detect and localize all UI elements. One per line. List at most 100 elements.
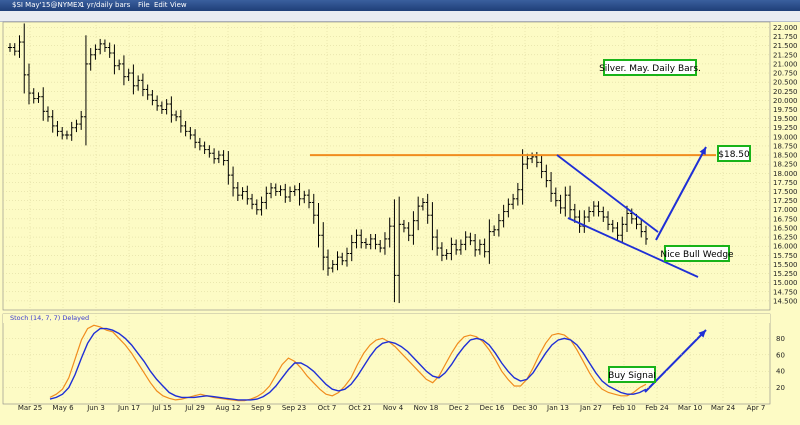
ohlc-bar (596, 201, 601, 217)
ohlc-bar (45, 106, 50, 122)
price-tick-label: 17.000 (773, 206, 798, 214)
x-tick-label: Sep 23 (282, 404, 306, 412)
x-tick-label: Oct 7 (318, 404, 337, 412)
label-box (717, 145, 751, 162)
x-tick-label: May 6 (52, 404, 74, 412)
ohlc-bar (363, 238, 368, 249)
ohlc-bar (12, 43, 17, 56)
ohlc-bar (269, 182, 274, 199)
x-tick-label: Oct 21 (348, 404, 371, 412)
ohlc-bar (307, 189, 312, 209)
menu-file[interactable]: File (138, 1, 150, 9)
stoch-tick-label: 20 (776, 384, 785, 392)
ohlc-bar (136, 75, 141, 91)
ohlc-bar (254, 199, 259, 215)
ohlc-bar (264, 186, 269, 210)
price-tick-label: 18.750 (773, 142, 798, 150)
ohlc-bar (511, 193, 516, 210)
x-tick-label: Dec 30 (513, 404, 538, 412)
ohlc-bar (292, 185, 297, 196)
ohlc-bar (473, 233, 478, 257)
ohlc-bar (126, 68, 131, 82)
ohlc-bar (297, 182, 302, 206)
ohlc-bar (430, 202, 435, 251)
ohlc-bar (577, 210, 582, 233)
ohlc-bar (226, 151, 231, 185)
ohlc-bar (159, 101, 164, 114)
ohlc-bar (202, 141, 207, 154)
ohlc-bar (439, 242, 444, 262)
ohlc-bar (121, 55, 126, 86)
ohlc-bar (326, 249, 330, 276)
x-tick-label: Nov 4 (383, 404, 404, 412)
ohlc-bar (482, 238, 487, 258)
ohlc-bar (382, 232, 387, 255)
ohlc-bar (406, 222, 411, 242)
x-tick-label: Dec 2 (449, 404, 469, 412)
stoch-panel (2, 313, 771, 405)
price-panel (2, 21, 771, 311)
arrow-shaft (655, 146, 707, 241)
ohlc-bar (553, 187, 558, 207)
ohlc-bar (64, 130, 69, 140)
ohlc-bar (93, 44, 98, 60)
ohlc-bar (572, 203, 577, 223)
price-tick-label: 16.750 (773, 215, 798, 223)
ohlc-bar (193, 129, 198, 149)
ohlc-bar (411, 211, 416, 245)
ohlc-bar (444, 249, 449, 260)
price-target-box: $18.50 (717, 145, 751, 162)
label-text: Buy Signal (608, 371, 656, 381)
ohlc-bar (387, 217, 392, 248)
ohlc-bar (487, 219, 492, 264)
ohlc-bar (606, 211, 611, 231)
x-tick-label: Mar 10 (678, 404, 702, 412)
ohlc-bar (197, 137, 202, 151)
menu-view[interactable]: View (170, 1, 187, 9)
price-tick-label: 14.750 (773, 288, 798, 296)
symbol-label[interactable]: $SI May'15@NYMEX (12, 1, 83, 9)
x-tick-label: Jul 29 (184, 404, 205, 412)
price-tick-label: 15.500 (773, 261, 798, 269)
buy-signal-box: Buy Signal (608, 366, 656, 383)
price-tick-label: 17.250 (773, 197, 798, 205)
stoch-header (3, 314, 770, 323)
x-tick-label: Feb 24 (645, 404, 669, 412)
stoch-tick-label: 80 (776, 335, 785, 343)
ohlc-bar (131, 64, 136, 95)
ohlc-bar (235, 182, 240, 201)
ohlc-bar (449, 237, 454, 261)
ohlc-bar (178, 110, 183, 133)
label-text: Silver. May. Daily Bars. (599, 64, 701, 74)
ohlc-bar (420, 198, 425, 211)
ohlc-bar (401, 219, 406, 233)
ohlc-bar (240, 187, 245, 200)
ohlc-bar (278, 185, 283, 196)
ohlc-bar (515, 182, 520, 206)
toolbar (0, 11, 800, 22)
ohlc-bar (273, 183, 278, 196)
ohlc-bar (335, 251, 340, 271)
ohlc-bar (344, 247, 349, 267)
ohlc-bar (145, 84, 150, 100)
ohlc-bar (587, 206, 592, 222)
ohlc-bar (492, 225, 497, 236)
ohlc-bar (610, 219, 615, 233)
ohlc-bar (435, 229, 440, 256)
price-tick-label: 21.000 (773, 60, 798, 68)
ohlc-bar (354, 229, 359, 249)
ohlc-bar (506, 198, 511, 218)
ohlc-bar (392, 199, 397, 303)
ohlc-bar (221, 150, 226, 166)
price-tick-label: 19.250 (773, 124, 798, 132)
ohlc-bar (283, 183, 288, 203)
ohlc-bar (69, 121, 74, 141)
chart-title-box: Silver. May. Daily Bars. (599, 59, 701, 76)
menu-edit[interactable]: Edit (154, 1, 168, 9)
period-label[interactable]: 1 yr/daily bars (80, 1, 131, 9)
price-tick-label: 18.000 (773, 170, 798, 178)
stoch-title: Stoch (14, 7, 7) Delayed (10, 314, 89, 322)
price-tick-label: 16.250 (773, 234, 798, 242)
x-tick-label: Feb 10 (612, 404, 636, 412)
ohlc-bar (520, 149, 525, 205)
